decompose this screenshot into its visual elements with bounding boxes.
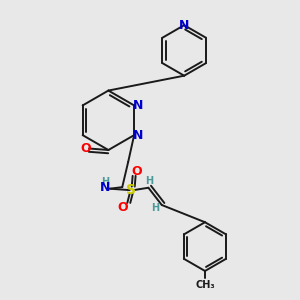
Text: O: O [118,201,128,214]
Text: S: S [126,183,136,197]
Text: N: N [100,181,110,194]
Text: CH₃: CH₃ [195,280,215,290]
Text: N: N [133,129,143,142]
Text: H: H [145,176,153,186]
Text: O: O [131,165,142,178]
Text: N: N [179,19,189,32]
Text: O: O [80,142,91,155]
Text: N: N [133,99,143,112]
Text: H: H [151,203,159,213]
Text: H: H [101,177,109,187]
